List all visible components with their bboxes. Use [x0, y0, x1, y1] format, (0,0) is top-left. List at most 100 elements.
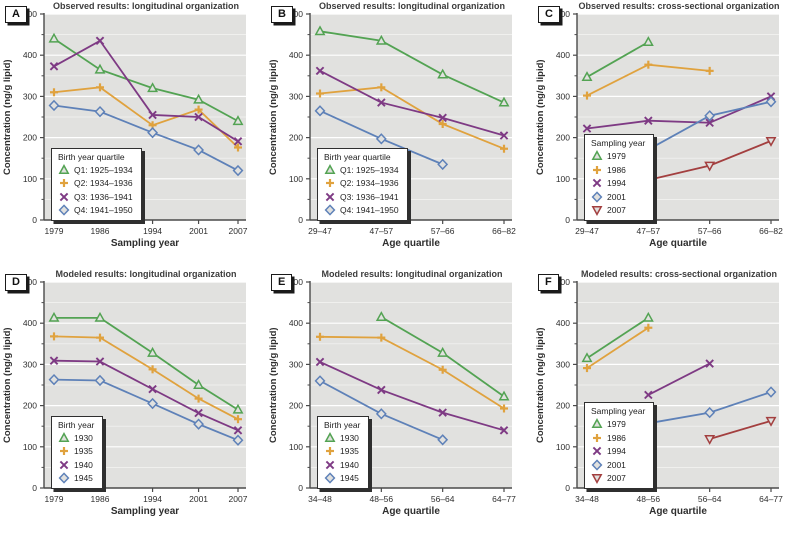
x-tick-label: 1994 [143, 494, 162, 504]
x-axis-title: Age quartile [649, 506, 707, 517]
y-tick-label: 300 [23, 359, 37, 369]
legend-entry: Q3: 1936–1941 [324, 191, 399, 203]
y-tick-label: 100 [289, 174, 303, 184]
plus-marker-icon [326, 447, 334, 455]
y-tick-label: 500 [289, 9, 303, 19]
y-tick-label: 500 [289, 277, 303, 287]
legend-label: Q2: 1934–1936 [74, 178, 133, 188]
y-axis-title: Concentration (ng/g lipid) [535, 327, 546, 443]
y-tick-label: 100 [23, 442, 37, 452]
panel-letter-b: B [271, 6, 293, 23]
y-axis-title: Concentration (ng/g lipid) [268, 327, 279, 443]
y-tick-label: 200 [289, 401, 303, 411]
diamond-marker-icon [324, 472, 336, 484]
x-tick-label: 29–47 [575, 226, 599, 236]
x-tick-label: 2001 [189, 494, 208, 504]
legend-entry: 1945 [324, 472, 360, 484]
x-tick-label: 56–64 [698, 494, 722, 504]
x-axis-title: Age quartile [382, 506, 440, 517]
y-axis-title: Concentration (ng/g lipid) [268, 59, 279, 175]
legend-entry: 2007 [591, 472, 645, 484]
plot-area-d: 0 100 200 300 400 500 1979 1986 1994 2001 2007 [23, 277, 248, 504]
legend-label: Q1: 1925–1934 [340, 164, 399, 175]
x-tick-label: 1979 [45, 494, 64, 504]
y-tick-label: 400 [556, 50, 570, 60]
x-tick-label: 2007 [229, 226, 248, 236]
y-tick-label: 500 [556, 277, 570, 287]
y-axis-title: Concentration (ng/g lipid) [2, 59, 13, 175]
legend-title: Birth year quartile [324, 151, 391, 162]
x-marker-icon [592, 446, 602, 456]
legend-label: 1945 [74, 473, 93, 483]
legend-entry: 1986 [591, 164, 645, 176]
triangle-up-marker-icon [591, 418, 603, 428]
y-tick-label: 500 [23, 277, 37, 287]
plot-area-e: 0 100 200 300 400 500 34–48 48–56 56–64 64–77 [289, 277, 516, 504]
x-tick-label: 64–77 [759, 494, 783, 504]
plot-area-f: 0 100 200 300 400 500 34–48 48–56 56–64 64–77 [556, 277, 783, 504]
legend-title: Birth year quartile [58, 151, 125, 162]
x-tick-label: 47–57 [637, 226, 661, 236]
legend-label: 1940 [340, 459, 359, 470]
legend-label: 1940 [74, 459, 93, 470]
triangle-down-marker-icon [591, 474, 603, 484]
y-tick-label: 300 [556, 359, 570, 369]
legend-entry: 1935 [58, 445, 94, 457]
x-tick-label: 57–66 [431, 226, 455, 236]
legend-entry: 2007 [591, 204, 645, 216]
x-marker-icon [59, 460, 69, 469]
y-tick-label: 500 [556, 9, 570, 19]
x-tick-label: 1994 [143, 226, 162, 236]
y-tick-label: 300 [289, 91, 303, 101]
panel-d: 0 100 200 300 400 500 1979 1986 1994 2001 2007 D M… [0, 268, 266, 536]
x-tick-label: 34–48 [308, 494, 332, 504]
legend-box: Sampling year 1979 1986 1994 2001 2007 [584, 402, 655, 489]
legend-label: 1986 [607, 164, 626, 175]
triangle-down-marker-icon [591, 206, 603, 216]
legend-label: 1930 [340, 432, 359, 443]
legend-label: 1979 [607, 151, 626, 161]
panel-f: 0 100 200 300 400 500 34–48 48–56 56–64 64–77 F M… [533, 268, 799, 536]
panel-letter-c: C [538, 6, 560, 23]
triangle-up-marker-icon [591, 150, 603, 160]
panel-letter-d: D [5, 274, 27, 291]
panel-title-e: Modeled results: longitudinal organizati… [321, 269, 503, 279]
y-axis-title: Concentration (ng/g lipid) [535, 59, 546, 175]
x-marker-icon [325, 192, 335, 201]
y-tick-label: 400 [23, 318, 37, 328]
y-tick-label: 400 [289, 50, 303, 60]
x-tick-label: 29–47 [308, 226, 332, 236]
y-tick-label: 300 [289, 359, 303, 369]
legend-label: Q1: 1925–1934 [74, 164, 133, 175]
diamond-marker-icon [58, 472, 70, 484]
x-marker-icon [325, 460, 335, 469]
panel-title-b: Observed results: longitudinal organizat… [318, 1, 506, 11]
panel-title-a: Observed results: longitudinal organizat… [52, 1, 240, 11]
diamond-marker-icon [591, 190, 603, 203]
legend-entry: 1945 [58, 472, 94, 484]
panel-e: 0 100 200 300 400 500 34–48 48–56 56–64 64–77 E M… [266, 268, 532, 536]
x-tick-label: 66–82 [759, 226, 783, 236]
y-tick-label: 0 [32, 215, 37, 225]
x-marker-icon [59, 192, 69, 201]
panel-letter-e: E [271, 274, 293, 291]
legend-title: Sampling year [591, 406, 646, 416]
x-tick-label: 2007 [229, 494, 248, 504]
legend-label: Q4: 1941–1950 [74, 205, 133, 215]
y-tick-label: 300 [23, 91, 37, 101]
legend-entry: 1979 [591, 150, 645, 162]
legend-entry: Q2: 1934–1936 [58, 177, 133, 189]
legend-box: Birth year 1930 1935 1940 1945 [317, 415, 370, 489]
y-tick-label: 100 [289, 442, 303, 452]
legend-label: 1994 [607, 446, 626, 456]
y-tick-label: 300 [556, 91, 570, 101]
x-axis-title: Sampling year [110, 238, 180, 249]
legend-label: 1986 [607, 432, 626, 443]
legend-entry: 2001 [591, 458, 645, 471]
legend-title: Sampling year [591, 138, 646, 148]
y-tick-label: 200 [556, 133, 570, 143]
legend-box: Birth year quartile Q1: 1925–1934 Q2: 1934… [51, 147, 142, 221]
plus-marker-icon [326, 179, 334, 187]
legend-entry: Q1: 1925–1934 [324, 163, 399, 176]
legend-box: Birth year quartile Q1: 1925–1934 Q2: 1934… [317, 147, 408, 221]
